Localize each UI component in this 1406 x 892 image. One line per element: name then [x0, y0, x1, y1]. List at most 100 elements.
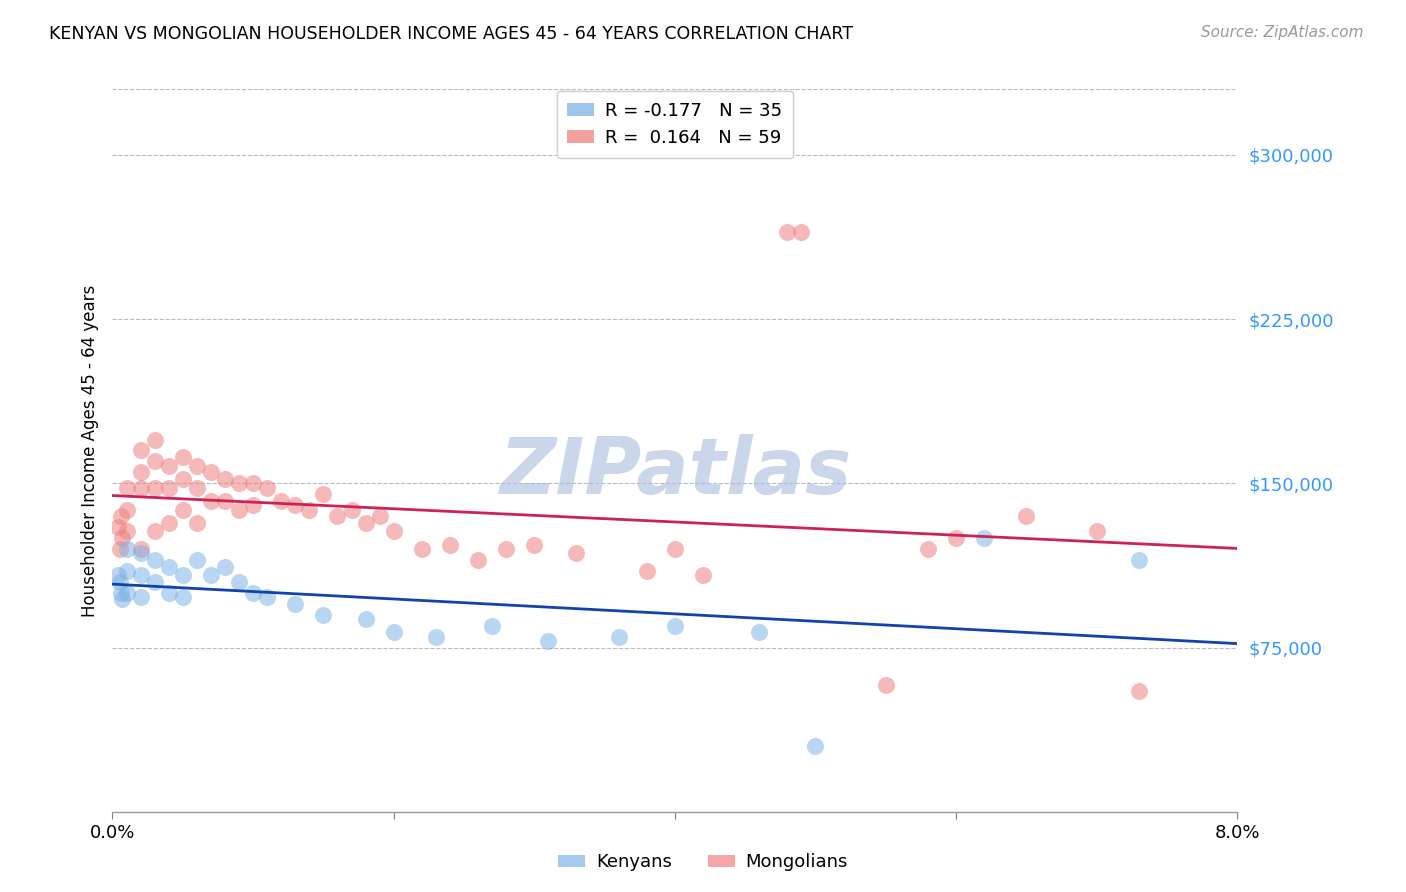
Point	[172, 590, 194, 604]
Point	[200, 493, 222, 508]
Point	[115, 586, 138, 600]
Point	[143, 524, 166, 539]
Point	[326, 509, 349, 524]
Text: Source: ZipAtlas.com: Source: ZipAtlas.com	[1201, 25, 1364, 40]
Point	[214, 493, 236, 508]
Point	[1015, 509, 1038, 524]
Point	[129, 466, 152, 480]
Point	[143, 433, 166, 447]
Point	[495, 541, 517, 556]
Point	[565, 546, 588, 560]
Point	[143, 454, 166, 468]
Point	[425, 630, 447, 644]
Point	[382, 625, 405, 640]
Point	[115, 502, 138, 516]
Point	[1128, 553, 1150, 567]
Point	[382, 524, 405, 539]
Point	[537, 634, 560, 648]
Point	[1128, 684, 1150, 698]
Point	[354, 612, 377, 626]
Point	[242, 476, 264, 491]
Point	[242, 498, 264, 512]
Point	[214, 559, 236, 574]
Point	[110, 586, 132, 600]
Point	[157, 586, 180, 600]
Point	[186, 516, 208, 530]
Point	[111, 531, 134, 545]
Point	[664, 618, 686, 632]
Point	[312, 607, 335, 622]
Point	[129, 541, 152, 556]
Point	[692, 568, 714, 582]
Point	[129, 481, 152, 495]
Point	[284, 597, 307, 611]
Point	[270, 493, 292, 508]
Point	[481, 618, 503, 632]
Point	[143, 574, 166, 589]
Point	[172, 568, 194, 582]
Point	[945, 531, 967, 545]
Point	[1085, 524, 1108, 539]
Point	[157, 481, 180, 495]
Point	[186, 481, 208, 495]
Point	[804, 739, 827, 753]
Point	[108, 574, 131, 589]
Point	[467, 553, 489, 567]
Point	[108, 541, 131, 556]
Point	[157, 559, 180, 574]
Point	[228, 502, 250, 516]
Point	[242, 586, 264, 600]
Point	[186, 458, 208, 473]
Point	[340, 502, 363, 516]
Point	[256, 481, 278, 495]
Point	[875, 678, 897, 692]
Point	[200, 466, 222, 480]
Point	[110, 509, 132, 524]
Y-axis label: Householder Income Ages 45 - 64 years: Householder Income Ages 45 - 64 years	[80, 285, 98, 616]
Point	[200, 568, 222, 582]
Point	[607, 630, 630, 644]
Point	[172, 472, 194, 486]
Point	[172, 502, 194, 516]
Point	[790, 225, 813, 239]
Legend: Kenyans, Mongolians: Kenyans, Mongolians	[551, 847, 855, 879]
Point	[115, 541, 138, 556]
Point	[368, 509, 391, 524]
Point	[228, 476, 250, 491]
Point	[284, 498, 307, 512]
Point	[129, 568, 152, 582]
Point	[129, 443, 152, 458]
Point	[115, 524, 138, 539]
Point	[354, 516, 377, 530]
Point	[776, 225, 799, 239]
Point	[748, 625, 770, 640]
Point	[107, 520, 129, 534]
Point	[172, 450, 194, 464]
Point	[256, 590, 278, 604]
Point	[214, 472, 236, 486]
Point	[157, 458, 180, 473]
Point	[157, 516, 180, 530]
Legend: R = -0.177   N = 35, R =  0.164   N = 59: R = -0.177 N = 35, R = 0.164 N = 59	[557, 91, 793, 158]
Point	[107, 568, 129, 582]
Point	[111, 592, 134, 607]
Point	[143, 553, 166, 567]
Point	[115, 481, 138, 495]
Point	[186, 553, 208, 567]
Point	[129, 546, 152, 560]
Point	[973, 531, 995, 545]
Point	[143, 481, 166, 495]
Point	[312, 487, 335, 501]
Point	[917, 541, 939, 556]
Point	[129, 590, 152, 604]
Point	[115, 564, 138, 578]
Point	[439, 538, 461, 552]
Point	[523, 538, 546, 552]
Point	[411, 541, 433, 556]
Text: KENYAN VS MONGOLIAN HOUSEHOLDER INCOME AGES 45 - 64 YEARS CORRELATION CHART: KENYAN VS MONGOLIAN HOUSEHOLDER INCOME A…	[49, 25, 853, 43]
Point	[636, 564, 658, 578]
Point	[298, 502, 321, 516]
Text: ZIPatlas: ZIPatlas	[499, 434, 851, 510]
Point	[664, 541, 686, 556]
Point	[228, 574, 250, 589]
